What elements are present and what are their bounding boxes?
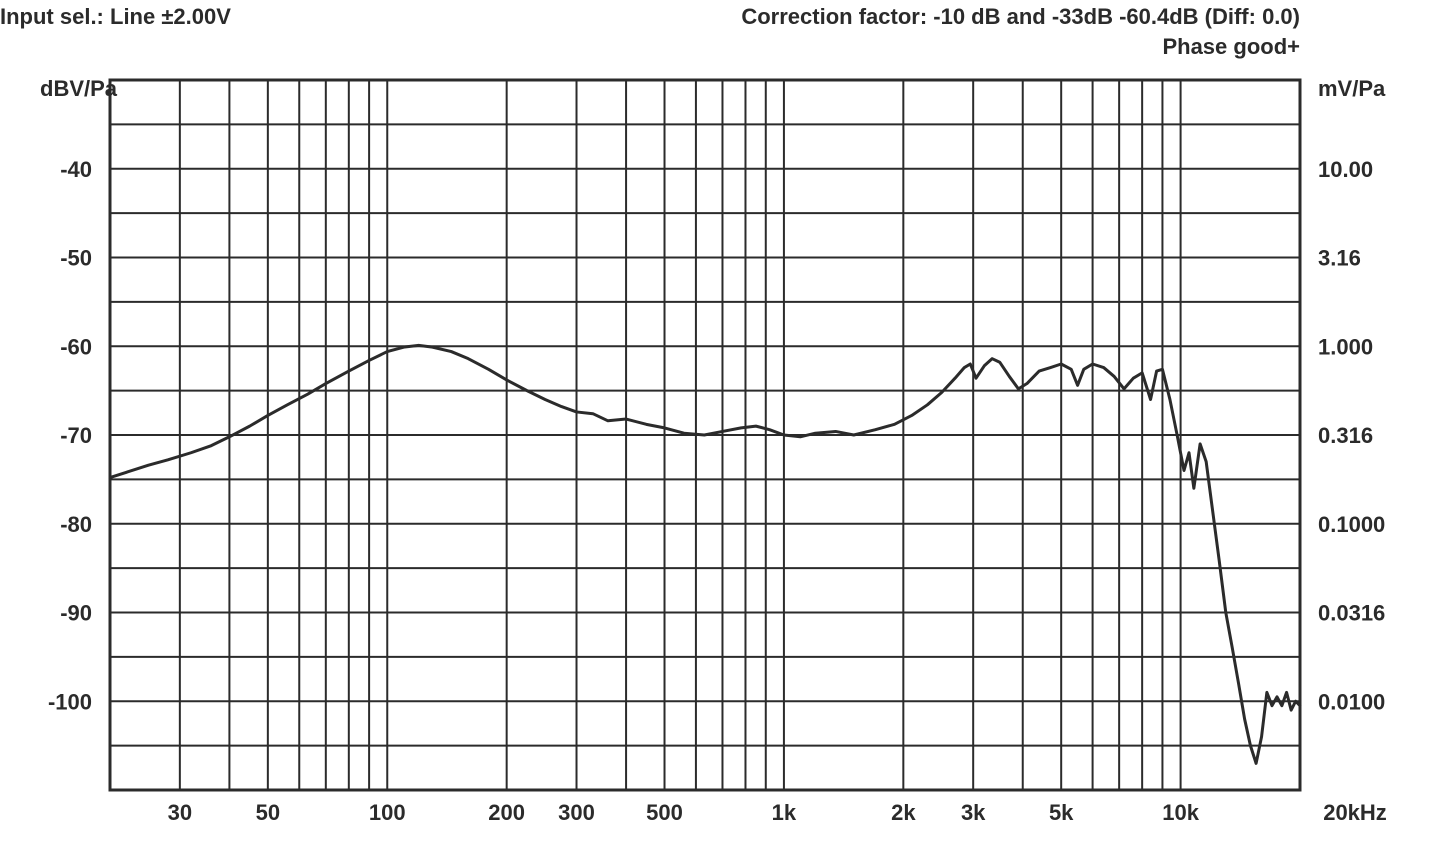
x-tick-label: 3k (961, 800, 986, 825)
x-tick-label: 30 (168, 800, 192, 825)
y-right-tick-label: 0.0316 (1318, 601, 1385, 626)
y-right-tick-label: 0.316 (1318, 423, 1373, 448)
x-unit-label: 20kHz (1323, 800, 1387, 825)
y-right-tick-label: 1.000 (1318, 334, 1373, 359)
y-left-tick-label: -80 (60, 512, 92, 537)
y-right-tick-label: 3.16 (1318, 246, 1361, 271)
y-right-tick-label: 0.1000 (1318, 512, 1385, 537)
x-tick-label: 50 (256, 800, 280, 825)
x-tick-label: 5k (1049, 800, 1074, 825)
y-left-tick-label: -40 (60, 157, 92, 182)
y-left-tick-label: -100 (48, 689, 92, 714)
y-left-axis-label: dBV/Pa (40, 76, 118, 101)
chart-svg: 30 50 100 200 300 500 1k 2k 3k 5k 10k 20kHz -40 -50 -6… (0, 0, 1445, 866)
y-left-tick-label: -50 (60, 246, 92, 271)
chart-container: Input sel.: Line ±2.00V Correction facto… (0, 0, 1445, 866)
x-tick-label: 1k (772, 800, 797, 825)
x-tick-label: 200 (488, 800, 525, 825)
y-left-tick-label: -60 (60, 334, 92, 359)
x-tick-label: 2k (891, 800, 916, 825)
y-left-tick-label: -90 (60, 601, 92, 626)
y-right-axis-label: mV/Pa (1318, 76, 1386, 101)
y-right-tick-label: 10.00 (1318, 157, 1373, 182)
x-tick-label: 300 (558, 800, 595, 825)
y-right-tick-label: 0.0100 (1318, 689, 1385, 714)
x-tick-label: 10k (1162, 800, 1199, 825)
y-left-tick-label: -70 (60, 423, 92, 448)
x-tick-label: 500 (646, 800, 683, 825)
x-tick-label: 100 (369, 800, 406, 825)
